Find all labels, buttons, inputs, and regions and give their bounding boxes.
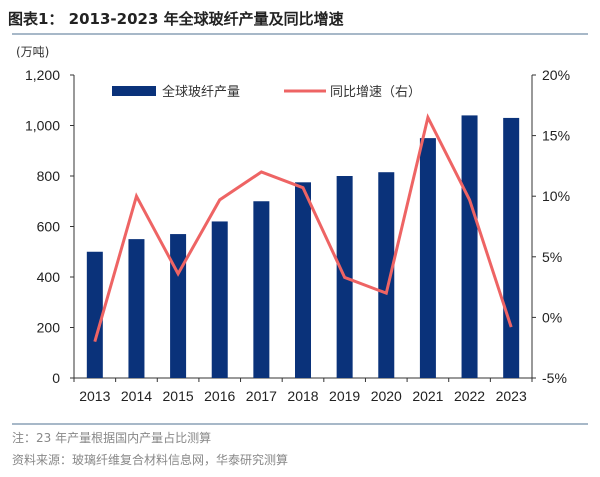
left-tick-label: 600	[37, 219, 61, 235]
legend-bar-swatch	[112, 86, 156, 96]
left-tick-label: 1,200	[25, 67, 60, 83]
x-tick-label: 2018	[287, 388, 318, 404]
left-axis-unit: (万吨)	[16, 45, 49, 59]
x-tick-label: 2015	[163, 388, 194, 404]
footer-note: 注：23 年产量根据国内产量占比测算	[12, 430, 211, 445]
chart-title: 图表1： 2013-2023 年全球玻纤产量及同比增速	[8, 10, 344, 28]
legend-line-label: 同比增速（右）	[330, 85, 421, 100]
bar-2015	[170, 234, 186, 378]
x-tick-label: 2023	[496, 388, 527, 404]
bar-2018	[295, 182, 311, 378]
bar-2023	[503, 118, 519, 378]
left-tick-label: 1,000	[25, 118, 60, 134]
x-tick-label: 2016	[204, 388, 235, 404]
x-tick-label: 2020	[371, 388, 402, 404]
right-tick-label: 5%	[542, 249, 562, 265]
x-tick-label: 2014	[121, 388, 152, 404]
x-tick-label: 2013	[79, 388, 110, 404]
legend-bar-label: 全球玻纤产量	[162, 84, 240, 100]
bar-2016	[212, 221, 228, 378]
right-tick-label: 15%	[542, 128, 570, 144]
bar-2022	[462, 115, 478, 378]
bar-2013	[87, 252, 103, 378]
bar-2017	[253, 201, 269, 378]
x-tick-label: 2021	[412, 388, 443, 404]
right-tick-label: 10%	[542, 188, 570, 204]
left-tick-label: 200	[37, 320, 61, 336]
left-tick-label: 0	[52, 370, 60, 386]
left-tick-label: 800	[37, 168, 61, 184]
bar-2021	[420, 138, 436, 378]
x-tick-label: 2017	[246, 388, 277, 404]
left-tick-label: 400	[37, 269, 61, 285]
legend: 全球玻纤产量 同比增速（右）	[112, 84, 421, 100]
right-tick-label: -5%	[542, 370, 567, 386]
x-tick-label: 2019	[329, 388, 360, 404]
x-tick-label: 2022	[454, 388, 485, 404]
right-tick-label: 20%	[542, 67, 570, 83]
bar-2014	[128, 239, 144, 378]
right-tick-label: 0%	[542, 309, 562, 325]
footer-source: 资料来源：玻璃纤维复合材料信息网，华泰研究测算	[12, 452, 288, 467]
